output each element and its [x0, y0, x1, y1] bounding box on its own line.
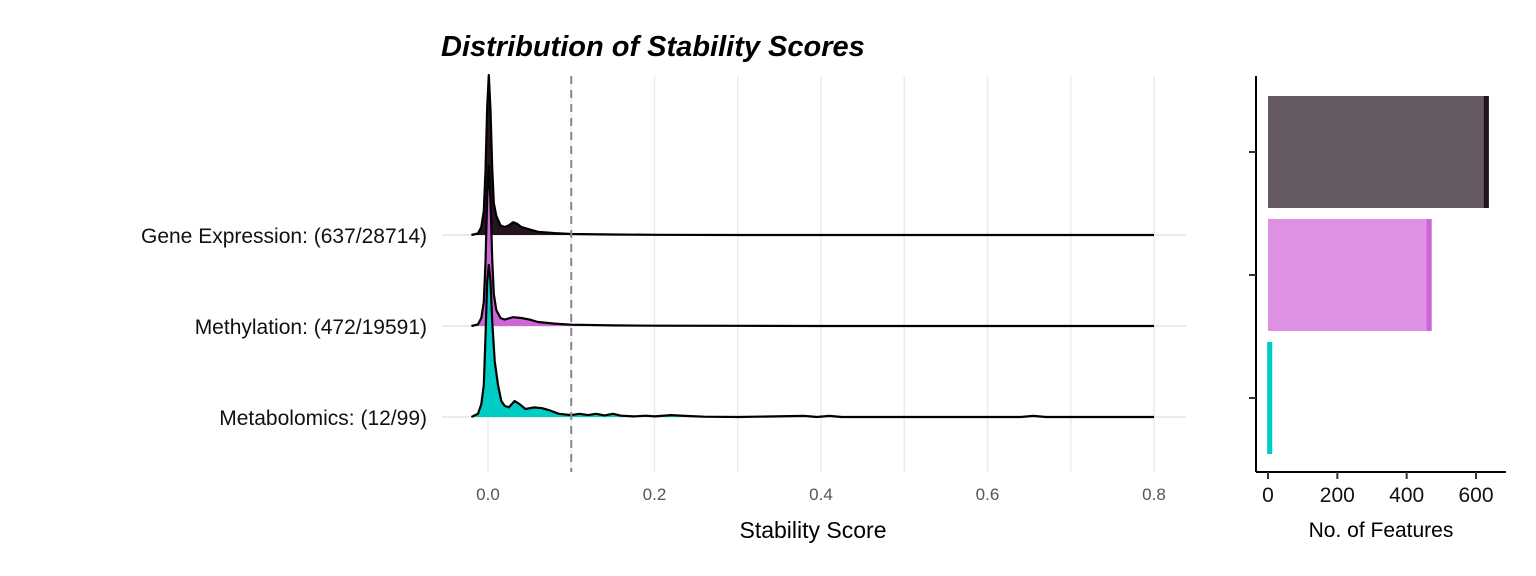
ridge-3	[470, 263, 1154, 419]
x-tick-label: 200	[1320, 484, 1355, 507]
ridge-series	[470, 73, 1154, 419]
bar-edge	[1267, 342, 1273, 454]
bar-edge	[1426, 219, 1432, 331]
bar-x-axis-title: No. of Features	[1309, 519, 1454, 542]
chart-title: Distribution of Stability Scores	[441, 31, 865, 63]
ridge-x-ticks: 0.0 0.2 0.4 0.6 0.8	[476, 485, 1166, 504]
ridge-y-labels: Gene Expression: (637/28714) Methylation:…	[141, 225, 427, 430]
ridge-y-label: Gene Expression: (637/28714)	[141, 225, 427, 248]
bar-y-ticks	[1249, 151, 1256, 399]
ridge-x-axis-title: Stability Score	[739, 517, 886, 543]
ridge-panel: Gene Expression: (637/28714) Methylation:…	[141, 73, 1186, 543]
bar-3	[1267, 342, 1273, 454]
ridge-y-label: Methylation: (472/19591)	[195, 316, 427, 339]
density-line	[470, 263, 1154, 419]
ridge-2	[471, 164, 1154, 328]
bar-panel: 0 200 400 600 No. of Features	[1249, 76, 1506, 542]
density-line	[471, 164, 1154, 328]
x-tick-label: 0.4	[809, 485, 833, 504]
x-tick-label: 0.2	[643, 485, 667, 504]
x-tick-label: 600	[1458, 484, 1493, 507]
bar-fill	[1268, 219, 1432, 331]
density-line	[471, 73, 1154, 237]
bar-fill	[1268, 96, 1489, 208]
density-area	[471, 75, 1154, 235]
ridge-y-label: Metabolomics: (12/99)	[219, 407, 427, 430]
density-area	[471, 166, 1154, 326]
bar-2	[1268, 219, 1432, 331]
bar-x-ticks: 0 200 400 600	[1262, 472, 1494, 507]
x-tick-label: 400	[1389, 484, 1424, 507]
ridge-1	[471, 73, 1154, 237]
bar-1	[1268, 96, 1489, 208]
bar-edge	[1483, 96, 1489, 208]
x-tick-label: 0.8	[1142, 485, 1166, 504]
density-area	[471, 265, 1154, 417]
x-tick-label: 0.0	[476, 485, 500, 504]
x-tick-label: 0.6	[976, 485, 1000, 504]
x-tick-label: 0	[1262, 484, 1274, 507]
bars	[1267, 96, 1489, 454]
